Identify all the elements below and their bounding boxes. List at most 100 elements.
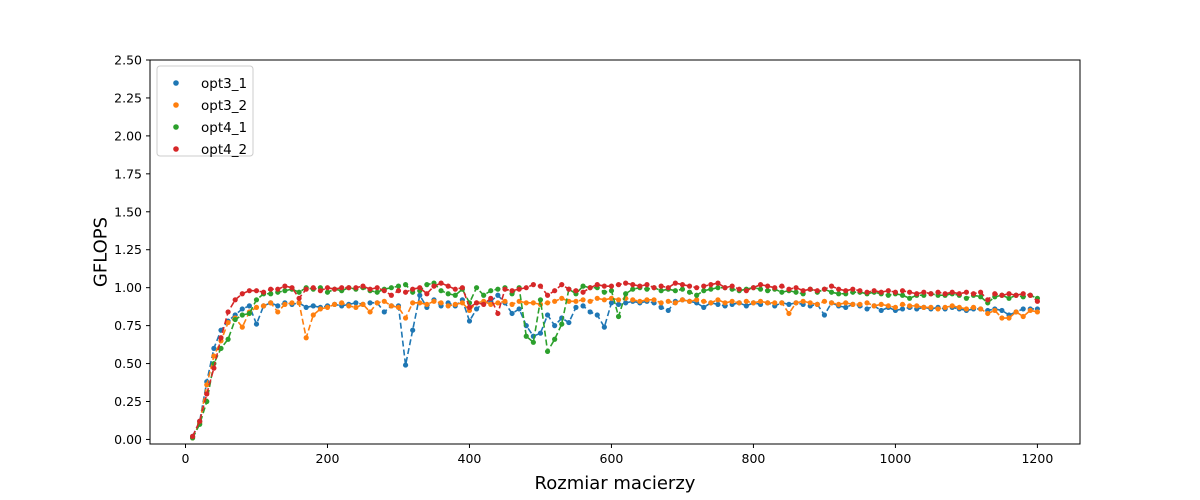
data-point (800, 298, 806, 304)
data-point (630, 282, 636, 288)
data-point (367, 300, 373, 306)
data-point (963, 306, 970, 312)
y-tick-label: 1.50 (114, 204, 142, 219)
data-point (701, 283, 707, 289)
data-point (800, 288, 806, 294)
data-point (928, 291, 934, 297)
data-point (381, 288, 387, 294)
data-point (757, 298, 764, 304)
data-point (970, 291, 977, 297)
data-point (232, 316, 238, 323)
data-point (417, 285, 423, 291)
data-point (523, 333, 529, 339)
data-point (402, 315, 409, 321)
data-point (985, 310, 991, 317)
data-point (566, 286, 572, 292)
data-point (544, 292, 551, 298)
data-point (566, 298, 572, 304)
data-point (793, 289, 799, 295)
data-point (346, 285, 352, 291)
data-point (1020, 291, 1026, 297)
y-tick-label: 1.75 (114, 166, 142, 181)
data-point (750, 300, 757, 306)
data-point (381, 298, 387, 304)
data-point (608, 295, 615, 301)
data-point (836, 301, 842, 307)
data-point (388, 303, 394, 309)
data-point (843, 304, 849, 310)
data-point (630, 297, 636, 303)
y-tick-label: 2.00 (114, 128, 142, 143)
data-point (530, 339, 536, 345)
legend-item-opt3_1: opt3_1 (173, 76, 247, 92)
data-point (814, 301, 820, 307)
data-point (388, 285, 394, 291)
data-point (978, 294, 984, 300)
data-point (985, 297, 991, 303)
data-point (388, 292, 394, 298)
data-point (552, 323, 558, 329)
data-point (772, 285, 778, 291)
data-point (679, 286, 686, 292)
data-point (296, 289, 302, 295)
data-point (715, 297, 721, 303)
data-point (907, 303, 913, 309)
data-point (516, 306, 522, 312)
data-point (587, 298, 593, 304)
data-point (424, 282, 430, 288)
data-point (1020, 313, 1026, 320)
data-point (836, 286, 842, 292)
data-point (438, 288, 444, 294)
data-point (1027, 307, 1033, 314)
data-point (935, 306, 941, 312)
data-point (481, 292, 487, 298)
data-point (289, 300, 295, 306)
x-tick-label: 1000 (880, 451, 912, 466)
data-point (914, 291, 920, 297)
data-point (339, 300, 345, 306)
data-point (601, 297, 607, 303)
data-point (658, 288, 664, 294)
data-point (594, 312, 600, 318)
data-point (899, 292, 906, 298)
y-tick-label: 1.25 (114, 242, 142, 257)
data-point (843, 288, 849, 294)
data-point (509, 310, 515, 317)
data-point (587, 285, 593, 291)
data-point (282, 301, 288, 307)
data-point (694, 285, 700, 291)
data-point (821, 286, 828, 292)
data-point (623, 291, 629, 297)
data-point (963, 289, 970, 295)
data-point (502, 298, 508, 304)
data-point (644, 297, 650, 303)
data-point (303, 304, 309, 310)
data-point (239, 324, 245, 330)
data-point (225, 319, 231, 326)
data-point (892, 289, 899, 295)
data-point (615, 282, 622, 288)
x-tick-label: 0 (182, 451, 190, 466)
data-point (828, 300, 835, 306)
data-point (310, 285, 316, 291)
data-point (658, 283, 664, 289)
data-point (672, 288, 678, 294)
data-point (473, 306, 480, 312)
series-opt4_2 (189, 280, 1041, 440)
data-point (268, 291, 274, 297)
data-point (495, 286, 501, 292)
data-point (509, 301, 515, 307)
data-point (424, 291, 430, 297)
data-point (473, 285, 480, 291)
data-point (715, 285, 721, 291)
data-point (559, 321, 565, 327)
data-point (864, 306, 870, 312)
data-point (424, 301, 430, 307)
data-point (452, 286, 458, 292)
data-point (899, 301, 906, 307)
axes-layer: 0 200 400 600 800 1000 1200 0.00 0.25 0.50 0.75 1.0… (114, 53, 1053, 467)
data-point (239, 306, 245, 312)
data-point (331, 286, 338, 292)
data-point (523, 300, 529, 306)
data-point (1034, 309, 1041, 315)
